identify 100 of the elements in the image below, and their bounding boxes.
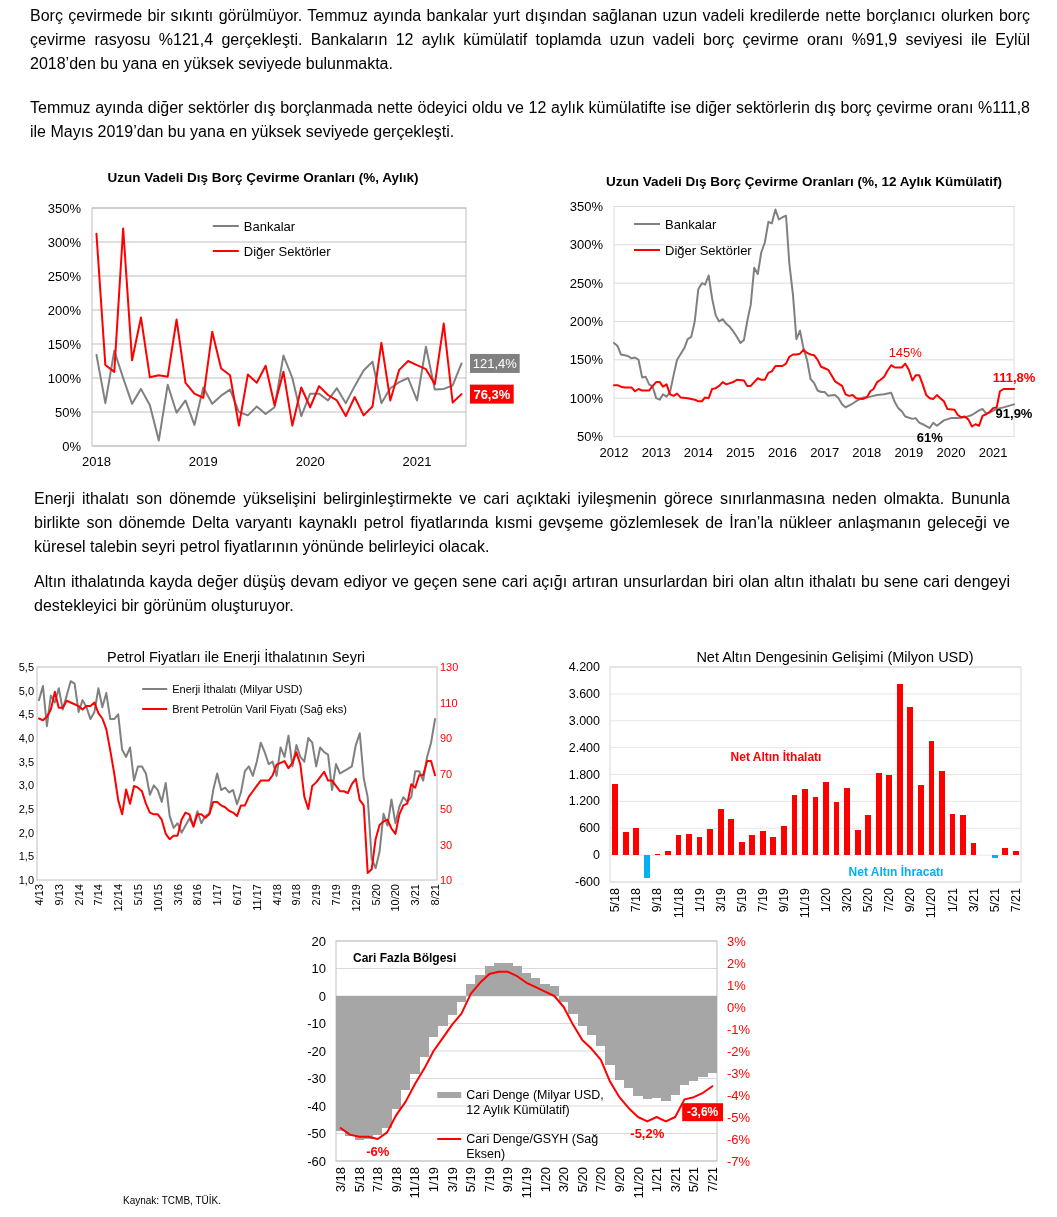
x-tick-label: 2016 [768,445,797,460]
x-tick-label: 3/18 [333,1167,349,1193]
x-tick-label: 6/17 [231,884,243,906]
x-tick-label: 1/21 [945,887,960,913]
y-tick-label: 1.800 [568,767,601,782]
text: Temmuz ayında diğer sektörler dış borçlanmada nette ödeyici oldu ve 12 aylık kümülatifte ise diğer sektörlerin dış borç çevirme oranı %111,8 ile Mayıs 2019’dan bu yana en yüksek seviyede gerçekleşti. [30,98,1030,142]
y-tick-label: 10 [311,961,326,976]
y-tick-label: 5,0 [18,684,34,697]
chart-title: Petrol Fiyatları ile Enerji İthalatının Seyri [107,648,365,665]
bar [1012,850,1019,856]
text: Enerji ithalatı son dönemde yükselişini belirginleştirmekte ve cari açıktaki iyileşmenin görece sınırlanmasına neden olmakta. Bununla birlikte son dönemde Delta varyantı kaynaklı petrol fiyatlarında kısmi gevşeme gözlemlesek de İran’la nükleer anlaşmanın geleceği ve küresel talebin seyri petrol fiyatlarının yönünde belirleyici olacak. [34,489,1010,557]
x-tick-label: 11/17 [250,884,263,911]
y-tick-label: 3.000 [568,713,601,728]
legend-label: Diğer Sektörler [243,243,332,259]
x-tick-label: 2/19 [310,884,323,906]
legend-label: Brent Petrolün Varil Fiyatı (Sağ eks) [172,703,347,715]
x-tick-label: 2015 [725,445,755,460]
y-tick-label: 300% [47,234,82,250]
y-tick-label: 3,0 [18,779,34,792]
y-tick-label: 4,0 [18,732,34,744]
x-tick-label: 9/20 [611,1167,627,1193]
bar [643,855,650,879]
chart-title: Net Altın Dengesinin Gelişimi (Milyon USD) [696,649,974,665]
bar [802,789,808,856]
y-tick-label: 250% [47,268,82,284]
x-tick-label: 5/19 [463,1167,479,1193]
bar [896,683,903,856]
bar [875,773,882,856]
y-tick-label: -600 [574,875,601,889]
x-tick-label: 9/18 [290,884,303,906]
text: Kaynak: TCMB, TÜİK. [123,1194,221,1206]
y-tick-label: 350% [569,199,604,214]
x-tick-label: 7/21 [1008,887,1023,913]
x-tick-label: 3/19 [444,1167,460,1193]
y2-tick-label: 90 [440,732,453,744]
y-tick-label: -40 [307,1098,326,1114]
x-tick-label: 9/19 [500,1167,516,1193]
bar [991,855,998,858]
x-tick-label: 11/19 [797,887,812,919]
x-tick-label: 9/20 [903,887,918,913]
bar [770,836,777,856]
y-tick-label: 3,5 [18,755,34,768]
bar [633,827,640,856]
y-tick-label: 100% [47,370,82,386]
data-label: -6% [366,1144,390,1159]
y-tick-label: -30 [307,1071,326,1086]
x-tick-label: 9/13 [52,884,65,906]
x-tick-label: 12/19 [349,884,362,912]
legend-label: Bankalar [243,218,296,234]
x-tick-label: 2017 [810,445,840,460]
text: Altın ithalatında kayda değer düşüş devam ediyor ve geçen sene cari açığı artıran unsurlardan biri olan altın ithalatı bu sene cari dengeyi destekleyici bir görünüm oluşturuyor. [34,572,1010,616]
y-tick-label: 3.600 [568,686,601,701]
x-tick-label: 5/19 [734,887,749,913]
x-tick-label: 8/16 [191,884,204,906]
text: Borç çevirmede bir sıkıntı görülmüyor. Temmuz ayında bankalar yurt dışından sağlanan uzun vadeli kredilerde nette borçlanıcı olurken borç çevirme rasyosu %121,4 gerçekleşti. Bankaların 12 aylık kümülatif toplamda uzun vadeli borç çevirme oranı %91,9 seviyesi ile Eylül 2018’den bu yana en yüksek seviyede bulunmakta. [30,6,1030,74]
x-tick-label: 10/20 [389,884,402,912]
y2-tick-label: 3% [727,933,747,949]
y-tick-label: 300% [569,237,604,253]
annotation: Net Altın İhracatı [848,864,944,879]
y2-tick-label: 110 [440,696,458,709]
x-tick-label: 5/18 [351,1167,367,1193]
y-tick-label: 50% [54,404,82,420]
x-tick-label: 2021 [978,445,1008,460]
x-tick-label: 2012 [599,445,629,460]
x-tick-label: 5/20 [574,1167,590,1193]
x-tick-label: 3/19 [713,887,728,913]
bar [907,706,914,856]
x-tick-label: 1/17 [211,884,224,906]
x-tick-label: 1/20 [537,1167,553,1193]
y-tick-label: 250% [569,275,604,291]
data-label: 61% [916,430,944,446]
x-tick-label: 1/20 [819,887,834,913]
y-tick-label: 100% [569,390,604,406]
y2-tick-label: 1% [727,977,747,993]
x-tick-label: 12/14 [112,884,125,912]
legend-label: Cari Denge/GSYH (Sağ Eksen) [466,1132,599,1161]
x-tick-label: 11/18 [407,1167,423,1199]
x-tick-label: 3/21 [966,887,981,913]
y-tick-label: 350% [47,200,82,216]
x-tick-label: 11/20 [630,1167,646,1199]
y-tick-label: 150% [569,352,604,368]
y2-tick-label: -2% [727,1043,751,1059]
data-label: 121,4% [472,355,518,371]
bar [749,834,756,856]
y-tick-label: 200% [47,302,82,318]
bar [886,775,893,856]
x-tick-label: 11/20 [924,887,939,919]
y-tick-label: -10 [307,1016,326,1031]
y-tick-label: 2.400 [568,740,601,755]
bar [622,831,629,856]
x-tick-label: 7/20 [593,1167,609,1193]
y-tick-label: -20 [307,1043,326,1059]
x-tick-label: 7/18 [629,887,644,913]
x-tick-label: 2014 [683,445,713,460]
bar [738,841,745,856]
x-tick-label: 3/20 [556,1167,572,1193]
y-tick-label: 4,5 [18,708,34,721]
x-tick-label: 9/18 [650,887,665,913]
x-tick-label: 4/18 [270,884,283,906]
x-tick-label: 2020 [936,445,966,460]
